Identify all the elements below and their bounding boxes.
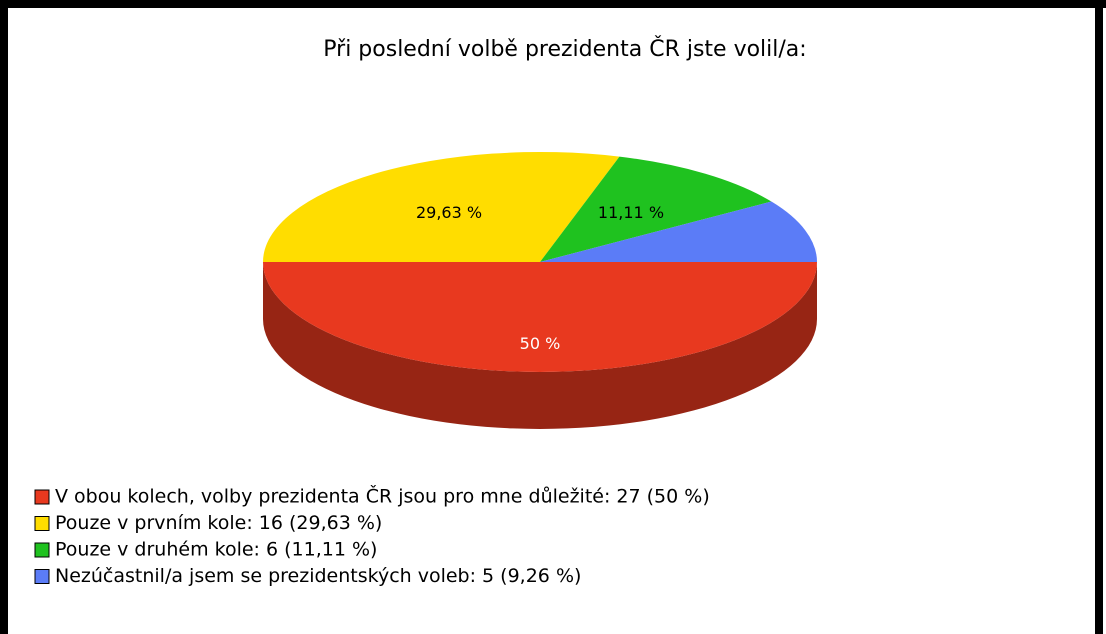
slice-label: 11,11 % [598, 203, 664, 222]
legend-swatch [34, 569, 50, 584]
slice-side [263, 262, 817, 429]
slice [263, 152, 620, 262]
legend-swatch [34, 516, 50, 531]
frame-left [0, 0, 8, 634]
legend-swatch [34, 489, 50, 505]
frame-right [1095, 0, 1103, 634]
legend-label: V obou kolech, volby prezidenta ČR jsou … [55, 484, 710, 508]
slice-label: 29,63 % [416, 203, 482, 222]
legend-label: Nezúčastnil/a jsem se prezidentských vol… [55, 565, 581, 587]
legend-label: Pouze v druhém kole: 6 (11,11 %) [55, 539, 377, 561]
slice [263, 262, 817, 372]
frame-top [0, 0, 1106, 8]
slice [540, 201, 817, 262]
chart-title: Při poslední volbě prezidenta ČR jste vo… [323, 36, 806, 62]
slice [540, 156, 772, 262]
legend-label: Pouze v prvním kole: 16 (29,63 %) [55, 512, 382, 534]
legend-swatch [34, 542, 50, 558]
slice-label: 50 % [520, 334, 561, 353]
